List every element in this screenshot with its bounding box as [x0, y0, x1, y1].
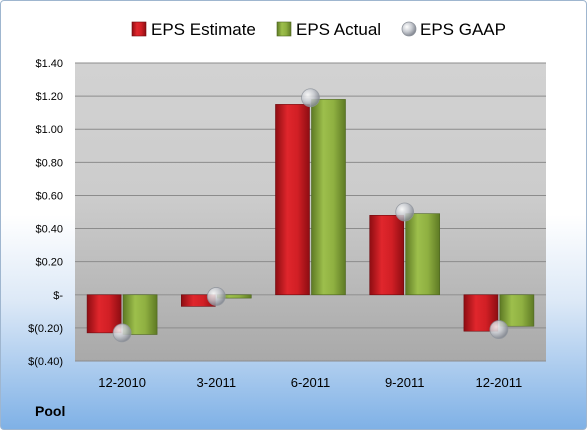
- legend-label: EPS Actual: [296, 20, 381, 39]
- plot-area: $1.40 $1.20 $1.00 $0.80 $0.60 $0.40 $0.20 $- $(0…: [28, 58, 546, 390]
- y-tick-label: $0.80: [35, 157, 63, 169]
- y-tick-label: $0.20: [35, 257, 63, 269]
- eps-actual-bar: [405, 213, 441, 296]
- eps-gaap-marker: [301, 88, 320, 108]
- legend: EPS Estimate EPS Actual EPS GAAP: [131, 20, 506, 39]
- x-category-label: 9-2011: [385, 375, 425, 390]
- y-tick-label: $1.00: [35, 124, 63, 136]
- eps-actual-bar: [311, 99, 346, 296]
- y-tick-label: $(0.20): [28, 323, 63, 335]
- x-category-label: 6-2011: [291, 375, 331, 390]
- legend-eps-actual-icon: [276, 21, 292, 37]
- x-category-label: 12-2011: [476, 375, 523, 390]
- legend-eps-estimate-icon: [131, 21, 147, 37]
- x-category-label: 12-2010: [98, 375, 146, 390]
- y-tick-label: $(0.40): [28, 356, 63, 368]
- eps-gaap-marker: [112, 323, 132, 343]
- eps-actual-bar: [499, 294, 535, 327]
- legend-label: EPS GAAP: [420, 20, 506, 39]
- eps-estimate-bar: [275, 104, 310, 296]
- eps-gaap-marker: [489, 320, 509, 339]
- y-tick-label: $-: [53, 290, 63, 302]
- y-tick-label: $1.40: [35, 58, 63, 70]
- eps-gaap-marker: [206, 287, 226, 306]
- legend-eps-gaap-icon: [401, 21, 417, 37]
- company-name: Pool: [35, 403, 66, 419]
- y-tick-label: $1.20: [35, 91, 63, 103]
- eps-gaap-marker: [395, 202, 415, 222]
- y-tick-label: $0.40: [35, 224, 63, 236]
- eps-estimate-bar: [369, 215, 405, 296]
- y-tick-label: $0.60: [35, 190, 63, 202]
- x-category-label: 3-2011: [197, 375, 237, 390]
- legend-label: EPS Estimate: [151, 20, 256, 39]
